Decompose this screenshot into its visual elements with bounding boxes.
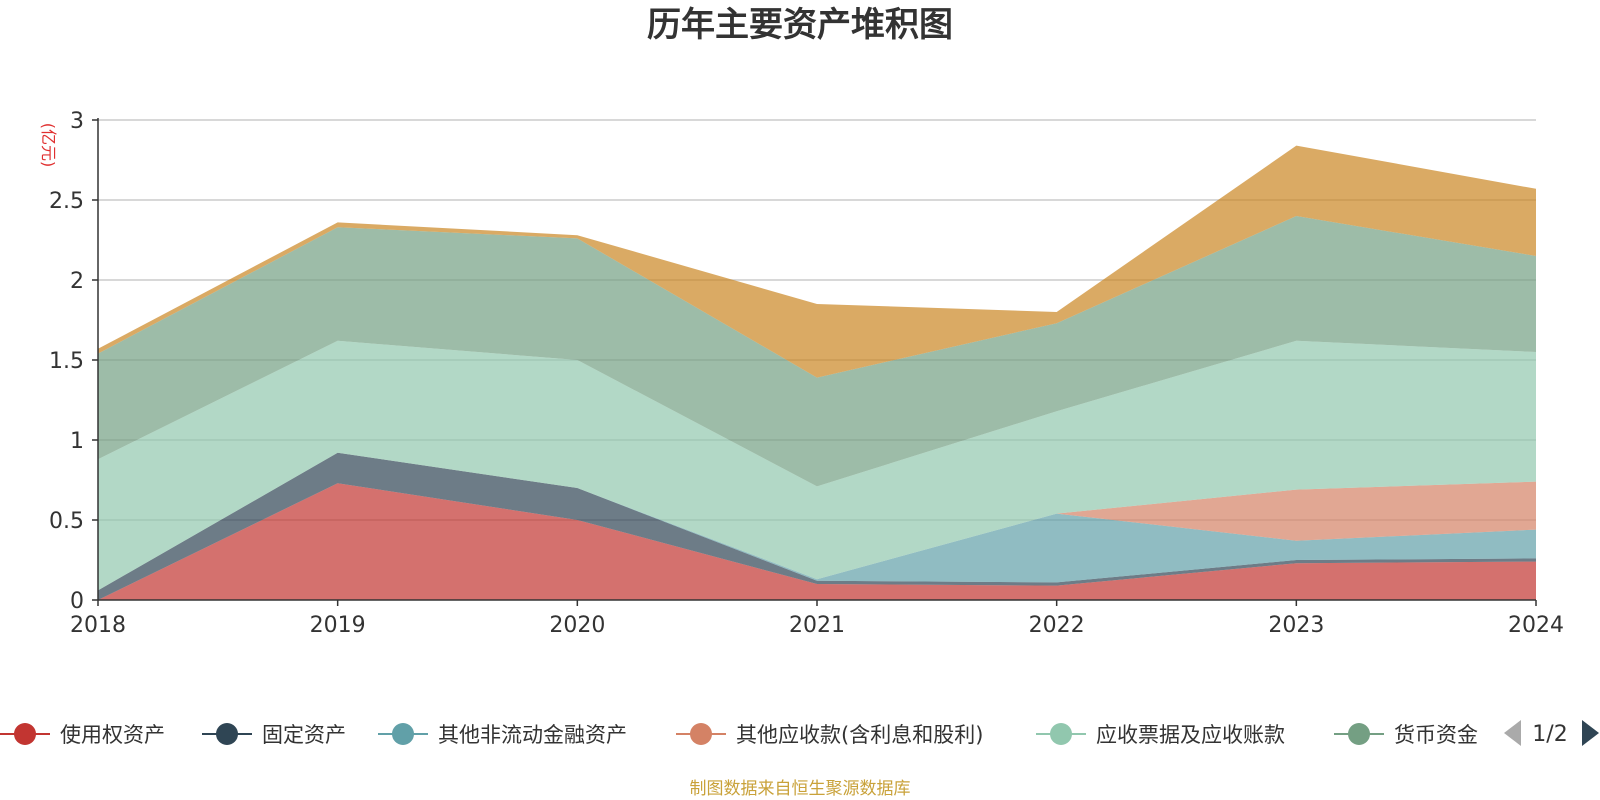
legend-marker-icon-3	[690, 723, 712, 745]
x-tick-label-2: 2020	[549, 613, 605, 638]
legend-item-0[interactable]: 使用权资产	[0, 723, 165, 747]
legend-label-5: 货币资金	[1394, 723, 1478, 747]
legend-marker-icon-0	[14, 723, 36, 745]
x-tick-label-1: 2019	[310, 613, 366, 638]
chart-title: 历年主要资产堆积图	[647, 5, 953, 45]
x-tick-label-4: 2022	[1029, 613, 1085, 638]
legend-label-3: 其他应收款(含利息和股利)	[736, 723, 983, 747]
legend-marker-icon-4	[1050, 723, 1072, 745]
legend-item-5[interactable]: 货币资金	[1334, 723, 1478, 747]
y-tick-label-4: 2	[70, 269, 84, 294]
area-series-5	[98, 216, 1536, 487]
axes: 0 0.5 1 1.5 2 2.5 3 2018 2019 2020 2021 2022 2023 202…	[49, 109, 1564, 638]
y-tick-label-3: 1.5	[49, 349, 84, 374]
area-series-2	[98, 452, 1536, 591]
legend-page-indicator: 1/2	[1532, 722, 1567, 747]
source-note: 制图数据来自恒生聚源数据库	[690, 779, 911, 799]
legend-label-2: 其他非流动金融资产	[438, 723, 627, 747]
y-tick-label-0: 0	[70, 589, 84, 614]
legend-marker-icon-2	[392, 723, 414, 745]
area-series-6	[98, 145, 1536, 378]
area-series-1	[98, 452, 1536, 600]
y-tick-label-2: 1	[70, 429, 84, 454]
area-series-4	[98, 340, 1536, 591]
legend-item-2[interactable]: 其他非流动金融资产	[378, 723, 627, 747]
legend-item-3[interactable]: 其他应收款(含利息和股利)	[676, 723, 983, 747]
y-tick-label-1: 0.5	[49, 509, 84, 534]
legend-label-0: 使用权资产	[60, 723, 165, 747]
legend-marker-icon-5	[1348, 723, 1370, 745]
x-tick-label-5: 2023	[1268, 613, 1324, 638]
y-axis-unit: (亿元)	[39, 123, 58, 168]
legend-label-4: 应收票据及应收账款	[1096, 723, 1285, 747]
area-series-3	[98, 452, 1536, 591]
x-tick-label-6: 2024	[1508, 613, 1564, 638]
area-layer	[98, 145, 1536, 600]
area-series-0	[98, 483, 1536, 600]
legend-item-1[interactable]: 固定资产	[202, 723, 346, 747]
legend-item-4[interactable]: 应收票据及应收账款	[1036, 723, 1285, 747]
y-tick-label-6: 3	[70, 109, 84, 134]
x-tick-label-3: 2021	[789, 613, 845, 638]
legend-next-icon[interactable]	[1582, 720, 1599, 746]
legend-prev-icon[interactable]	[1504, 720, 1521, 746]
legend: 使用权资产 固定资产 其他非流动金融资产 其他应收款(含利息和股利) 应收票据及应收账款…	[0, 723, 1478, 747]
legend-pager: 1/2	[1504, 720, 1599, 747]
y-tick-label-5: 2.5	[49, 189, 84, 214]
x-tick-label-0: 2018	[70, 613, 126, 638]
legend-label-1: 固定资产	[262, 723, 346, 747]
legend-marker-icon-1	[216, 723, 238, 745]
